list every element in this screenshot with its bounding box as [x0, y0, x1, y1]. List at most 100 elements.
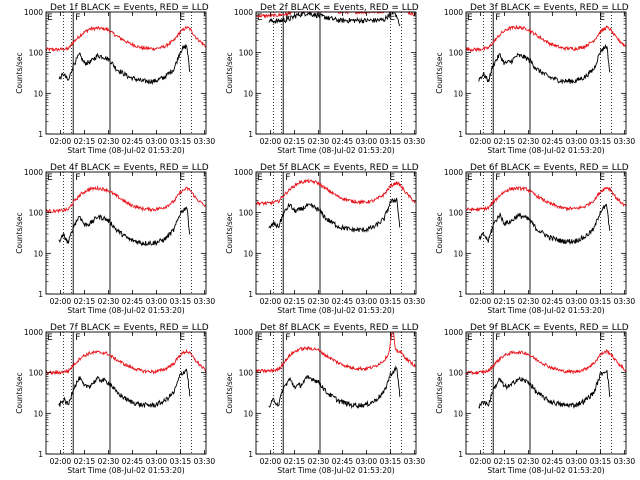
series-lld-red: [465, 348, 627, 376]
x-axis-label: Start Time (08-Jul-02 01:53:20): [277, 146, 394, 155]
y-axis-label: Counts/sec: [225, 212, 234, 253]
x-tick-label: 02:00: [260, 457, 282, 466]
x-tick-label: 03:00: [356, 297, 378, 306]
y-tick-label: 1000: [444, 168, 463, 177]
y-tick-label: 1000: [444, 8, 463, 17]
y-tick-label: 10: [453, 409, 463, 418]
x-tick-label: 02:00: [260, 297, 282, 306]
plot-frame: [45, 11, 207, 135]
x-tick-label: 02:30: [308, 137, 330, 146]
panel-title: Det 5f BLACK = Events, RED = LLD: [260, 163, 419, 173]
x-axis-label: Start Time (08-Jul-02 01:53:20): [487, 146, 604, 155]
marker-f: F: [75, 13, 80, 23]
x-tick-label: 03:00: [566, 457, 588, 466]
x-tick-label: 02:00: [470, 137, 492, 146]
plot-frame: [255, 171, 417, 295]
y-tick-label: 1000: [234, 8, 253, 17]
x-tick-label: 03:30: [404, 137, 426, 146]
x-tick-label: 02:00: [470, 457, 492, 466]
x-tick-label: 02:30: [98, 137, 120, 146]
x-tick-label: 03:30: [614, 297, 636, 306]
x-tick-label: 03:15: [380, 137, 402, 146]
x-tick-label: 03:00: [146, 137, 168, 146]
y-tick-label: 1: [38, 130, 43, 139]
y-tick-label: 100: [449, 49, 464, 58]
x-tick-label: 02:30: [308, 297, 330, 306]
x-tick-label: 02:30: [98, 457, 120, 466]
series-events-black: [268, 197, 401, 233]
x-tick-label: 02:00: [50, 137, 72, 146]
x-tick-label: 03:15: [170, 137, 192, 146]
y-tick-label: 1: [248, 290, 253, 299]
panel-title: Det 2f BLACK = Events, RED = LLD: [260, 3, 419, 13]
x-tick-label: 02:45: [122, 297, 144, 306]
y-tick-label: 1000: [24, 8, 43, 17]
panel-title: Det 4f BLACK = Events, RED = LLD: [50, 163, 209, 173]
y-tick-label: 100: [29, 49, 44, 58]
series-lld-red: [465, 24, 626, 53]
marker-e: E: [257, 333, 263, 343]
marker-f: F: [495, 173, 500, 183]
y-axis-label: Counts/sec: [15, 52, 24, 93]
y-tick-label: 1: [38, 450, 43, 459]
y-tick-label: 1: [458, 290, 463, 299]
series-events-black: [478, 369, 611, 409]
marker-f: F: [75, 333, 80, 343]
x-axis-label: Start Time (08-Jul-02 01:53:20): [67, 306, 184, 315]
panel-title: Det 1f BLACK = Events, RED = LLD: [50, 3, 209, 13]
y-tick-label: 1: [458, 450, 463, 459]
marker-e: E: [467, 173, 473, 183]
x-axis-label: Start Time (08-Jul-02 01:53:20): [67, 146, 184, 155]
y-tick-label: 1000: [234, 168, 253, 177]
x-tick-label: 02:30: [308, 457, 330, 466]
marker-e-late: E: [599, 173, 605, 183]
x-tick-label: 02:15: [284, 297, 306, 306]
series-lld-red: [255, 178, 416, 207]
x-tick-label: 02:45: [332, 297, 354, 306]
x-axis-label: Start Time (08-Jul-02 01:53:20): [487, 466, 604, 475]
x-tick-label: 03:30: [194, 457, 216, 466]
y-axis-label: Counts/sec: [225, 372, 234, 413]
series-events-black: [478, 203, 611, 246]
series-lld-red: [465, 186, 627, 213]
y-tick-label: 100: [29, 209, 44, 218]
x-tick-label: 03:30: [404, 297, 426, 306]
x-tick-label: 03:30: [614, 137, 636, 146]
plot-frame: [255, 11, 417, 135]
y-tick-label: 10: [453, 249, 463, 258]
marker-e-late: E: [179, 333, 185, 343]
x-tick-label: 03:00: [356, 137, 378, 146]
y-tick-label: 1000: [24, 328, 43, 337]
x-tick-label: 03:00: [146, 457, 168, 466]
x-tick-label: 02:00: [470, 297, 492, 306]
plot-frame: [465, 11, 627, 135]
y-tick-label: 100: [239, 49, 254, 58]
marker-e: E: [257, 173, 263, 183]
y-tick-label: 100: [449, 209, 464, 218]
x-axis-label: Start Time (08-Jul-02 01:53:20): [277, 466, 394, 475]
marker-f: F: [285, 333, 290, 343]
y-tick-label: 10: [243, 409, 253, 418]
y-tick-label: 100: [239, 369, 254, 378]
x-tick-label: 02:30: [518, 137, 540, 146]
x-tick-label: 03:15: [590, 457, 612, 466]
marker-f: F: [75, 173, 80, 183]
x-axis-label: Start Time (08-Jul-02 01:53:20): [277, 306, 394, 315]
series-events-black: [268, 11, 401, 27]
y-tick-label: 1: [248, 130, 253, 139]
x-tick-label: 02:15: [494, 457, 516, 466]
y-axis-label: Counts/sec: [435, 212, 444, 253]
y-tick-label: 100: [449, 369, 464, 378]
marker-e: E: [257, 13, 263, 23]
marker-e: E: [467, 13, 473, 23]
x-tick-label: 02:15: [494, 297, 516, 306]
series-events-black: [268, 365, 401, 410]
marker-e: E: [47, 173, 53, 183]
panel-title: Det 8f BLACK = Events, RED = LLD: [260, 323, 419, 333]
y-tick-label: 100: [29, 369, 44, 378]
